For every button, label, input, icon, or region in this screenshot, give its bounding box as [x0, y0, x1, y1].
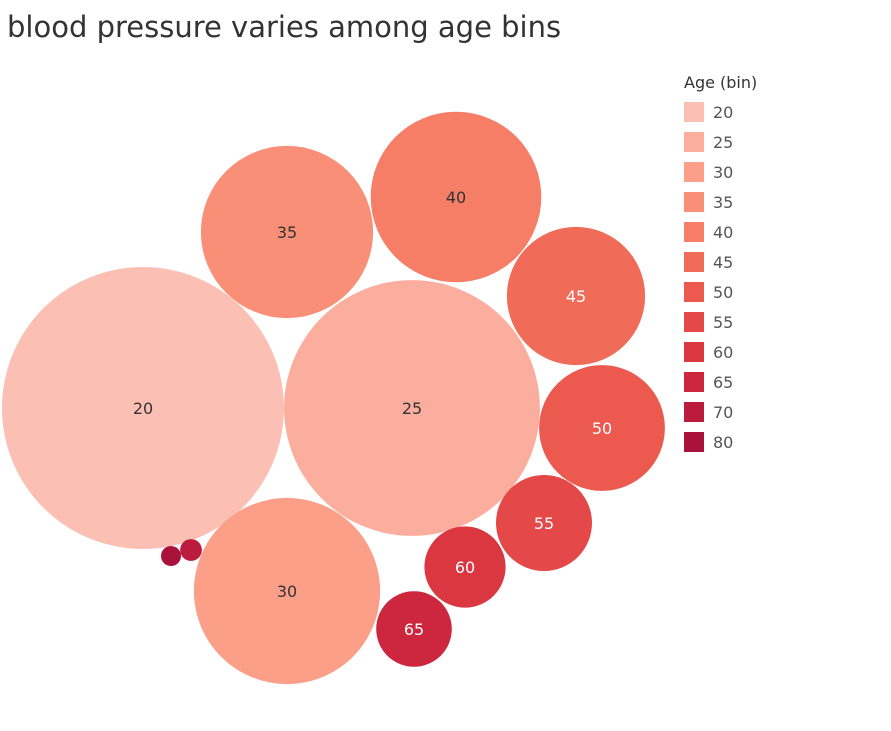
legend-item-20[interactable]: 20 [684, 97, 757, 127]
legend: Age (bin) 20 25 30 35 40 45 50 55 60 65 70 80 [684, 73, 757, 457]
bubble-label: 45 [566, 287, 586, 306]
legend-swatch [684, 162, 704, 182]
bubble-circle [161, 546, 181, 566]
bubble-label: 25 [402, 399, 422, 418]
bubble-circle [506, 226, 646, 366]
legend-title: Age (bin) [684, 73, 758, 92]
bubble-label: 20 [133, 399, 153, 418]
legend-swatch [684, 222, 704, 242]
bubble-20[interactable]: 20 [2, 267, 284, 549]
legend-swatch [684, 282, 704, 302]
bubble-70[interactable] [180, 539, 202, 561]
legend-item-65[interactable]: 65 [684, 367, 757, 397]
legend-label: 40 [713, 222, 734, 242]
legend-item-55[interactable]: 55 [684, 307, 757, 337]
bubble-50[interactable]: 50 [539, 365, 665, 491]
bubble-55[interactable]: 55 [496, 475, 592, 571]
legend-label: 55 [713, 312, 734, 332]
bubble-label: 35 [277, 223, 297, 242]
bubble-circle [193, 497, 381, 685]
bubble-circle [496, 475, 592, 571]
legend-list: 20 25 30 35 40 45 50 55 60 65 70 80 [684, 97, 757, 457]
legend-swatch [684, 192, 704, 212]
legend-item-80[interactable]: 80 [684, 427, 757, 457]
bubble-circle [284, 280, 540, 536]
bubble-40[interactable]: 40 [370, 111, 542, 283]
legend-item-60[interactable]: 60 [684, 337, 757, 367]
bubble-circle [370, 111, 542, 283]
legend-label: 35 [713, 192, 734, 212]
bubble-65[interactable]: 65 [376, 591, 452, 667]
legend-label: 25 [713, 132, 734, 152]
legend-label: 50 [713, 282, 734, 302]
bubble-45[interactable]: 45 [506, 226, 646, 366]
legend-item-50[interactable]: 50 [684, 277, 757, 307]
bubble-label: 60 [455, 558, 475, 577]
legend-swatch [684, 402, 704, 422]
legend-label: 45 [713, 252, 734, 272]
legend-swatch [684, 372, 704, 392]
bubble-80[interactable] [161, 546, 181, 566]
chart-title: blood pressure varies among age bins [7, 10, 562, 44]
bubble-label: 40 [446, 188, 466, 207]
bubble-circle [539, 365, 665, 491]
bubble-label: 30 [277, 582, 297, 601]
legend-swatch [684, 312, 704, 332]
bubble-25[interactable]: 25 [284, 280, 540, 536]
bubble-circle [376, 591, 452, 667]
legend-swatch [684, 432, 704, 452]
legend-item-70[interactable]: 70 [684, 397, 757, 427]
legend-swatch [684, 252, 704, 272]
legend-swatch [684, 342, 704, 362]
bubble-circle [424, 526, 506, 608]
legend-item-30[interactable]: 30 [684, 157, 757, 187]
legend-label: 30 [713, 162, 734, 182]
bubble-30[interactable]: 30 [193, 497, 381, 685]
bubble-label: 50 [592, 419, 612, 438]
bubble-60[interactable]: 60 [424, 526, 506, 608]
bubble-circle [200, 145, 374, 319]
bubble-label: 55 [534, 514, 554, 533]
legend-swatch [684, 102, 704, 122]
legend-label: 60 [713, 342, 734, 362]
legend-label: 20 [713, 102, 734, 122]
bubble-35[interactable]: 35 [200, 145, 374, 319]
legend-swatch [684, 132, 704, 152]
legend-item-25[interactable]: 25 [684, 127, 757, 157]
legend-item-40[interactable]: 40 [684, 217, 757, 247]
legend-item-45[interactable]: 45 [684, 247, 757, 277]
bubble-circle [2, 267, 284, 549]
legend-label: 65 [713, 372, 734, 392]
bubble-label: 65 [404, 620, 424, 639]
bubble-circle [180, 539, 202, 561]
legend-label: 70 [713, 402, 734, 422]
legend-item-35[interactable]: 35 [684, 187, 757, 217]
legend-label: 80 [713, 432, 734, 452]
